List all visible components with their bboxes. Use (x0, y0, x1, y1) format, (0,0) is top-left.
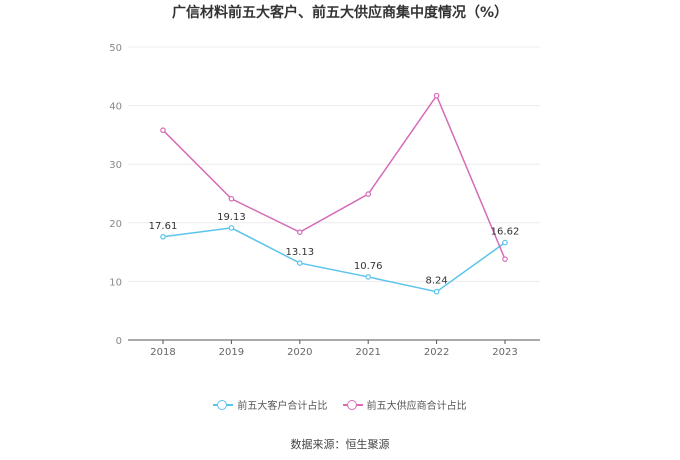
legend-label-customers: 前五大客户合计占比 (237, 401, 328, 412)
y-tick-label: 10 (109, 277, 122, 288)
series-layer (160, 92, 508, 295)
series-0-point (433, 288, 440, 295)
x-tick-label: 2018 (150, 347, 175, 358)
x-tick-label: 2020 (287, 347, 312, 358)
axis-layer: 0 10 20 30 40 50 2018 2019 2020 2021 2022 2023 (109, 43, 540, 358)
data-label: 16.62 (491, 227, 520, 238)
series-1-point (502, 256, 508, 262)
series-0-point (160, 234, 166, 240)
data-label: 19.13 (217, 212, 246, 223)
series-0-point (228, 225, 235, 231)
legend-swatch-customers (213, 399, 234, 410)
legend: 前五大客户合计占比 前五大供应商合计占比 (0, 397, 680, 413)
legend-item-suppliers[interactable]: 前五大供应商合计占比 (342, 397, 467, 412)
legend-swatch-suppliers (342, 399, 363, 410)
y-tick-label: 50 (109, 43, 122, 54)
data-label-layer: 17.61 19.13 13.13 10.76 8.24 16.62 (149, 212, 520, 287)
data-label: 13.13 (285, 247, 314, 258)
data-source-note: 数据来源：恒生聚源 (290, 438, 390, 451)
series-1-point (296, 229, 303, 235)
series-0-point (296, 260, 303, 266)
x-tick-label: 2022 (424, 347, 449, 358)
series-0-point (365, 274, 372, 280)
chart-title: 广信材料前五大客户、前五大供应商集中度情况（%） (171, 5, 509, 21)
series-0-point (502, 239, 508, 246)
data-label: 10.76 (354, 261, 383, 272)
series-1-point (228, 195, 235, 202)
series-1-point (433, 92, 440, 99)
x-tick-label: 2021 (355, 347, 380, 358)
x-tick-label: 2019 (219, 347, 244, 358)
grid-layer (128, 46, 540, 282)
series-1-point (365, 191, 372, 197)
legend-label-suppliers: 前五大供应商合计占比 (366, 401, 467, 412)
y-tick-label: 30 (109, 160, 122, 171)
series-line-0 (162, 227, 506, 293)
data-label: 17.61 (149, 221, 178, 232)
series-1-point (160, 127, 166, 134)
y-tick-label: 40 (109, 102, 122, 113)
legend-item-customers[interactable]: 前五大客户合计占比 (213, 397, 327, 412)
y-tick-label: 20 (109, 219, 122, 230)
x-tick-label: 2023 (492, 347, 517, 358)
y-tick-label: 0 (116, 336, 122, 347)
series-line-1 (162, 94, 506, 260)
data-label: 8.24 (425, 276, 447, 287)
